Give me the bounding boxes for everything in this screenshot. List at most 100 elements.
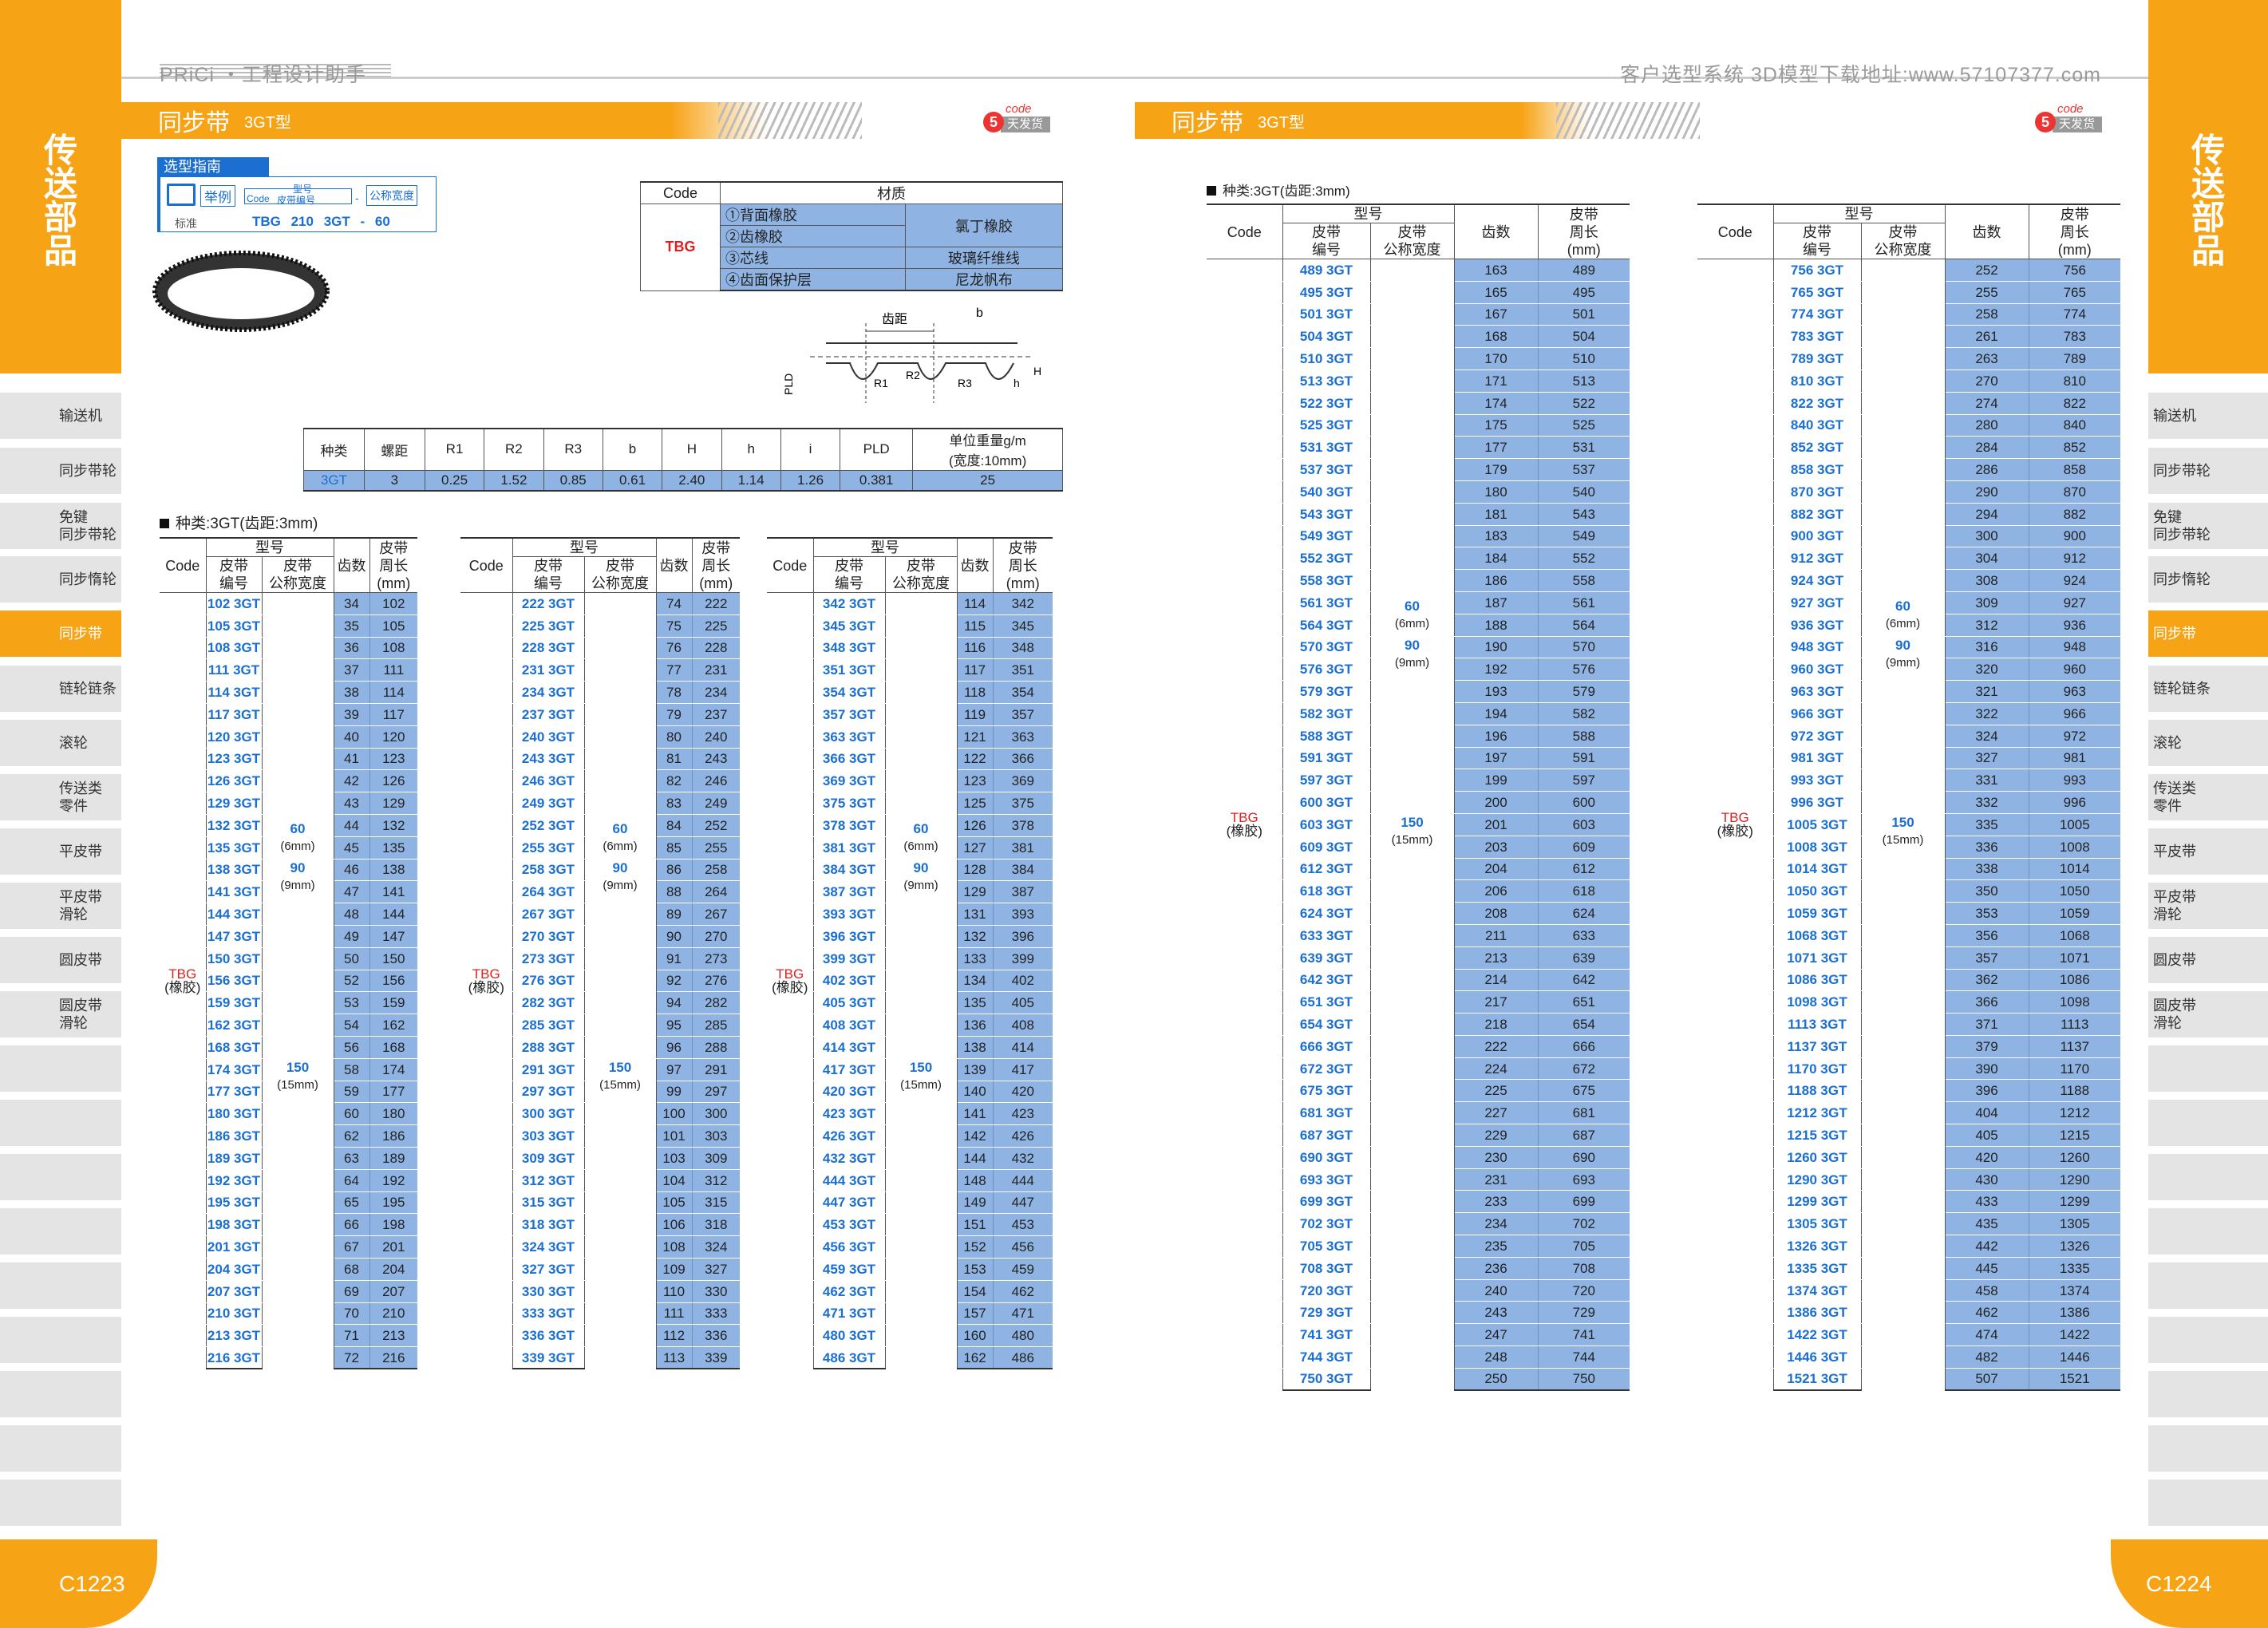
teeth-count: 180 <box>1453 480 1538 504</box>
sidebar-item-5-left[interactable]: 链轮链条 <box>0 666 121 712</box>
teeth-count: 270 <box>1944 369 2029 393</box>
teeth-count: 82 <box>655 769 692 793</box>
teeth-count: 54 <box>333 1014 369 1037</box>
material-table: Code 材质 TBG ①背面橡胶 氯丁橡胶 ②齿橡胶 ③芯线 玻璃纤维线 ④齿面保护层… <box>640 181 1064 291</box>
belt-length: 822 <box>2028 392 2120 415</box>
teeth-count: 114 <box>956 592 993 615</box>
teeth-count: 34 <box>333 592 369 615</box>
belt-length: 108 <box>369 637 417 660</box>
sidebar-item-7-right[interactable]: 传送类 零件 <box>2148 774 2268 820</box>
sidebar-item-3-right[interactable]: 同步惰轮 <box>2148 556 2268 603</box>
sidebar-blank-tab <box>0 1480 121 1526</box>
sidebar-item-11-left[interactable]: 圆皮带 滑轮 <box>0 991 121 1037</box>
sidebar-item-6-left[interactable]: 滚轮 <box>0 720 121 766</box>
teeth-count: 309 <box>1944 591 2029 614</box>
sidebar-item-8-right[interactable]: 平皮带 <box>2148 828 2268 875</box>
param-header: R2 <box>484 428 544 471</box>
belt-length: 216 <box>369 1346 417 1370</box>
table-row: 123 3GT 41 123 <box>160 748 417 771</box>
teeth-count: 214 <box>1453 969 1538 992</box>
belt-length: 1005 <box>2028 813 2120 836</box>
belt-number: 111 3GT <box>205 658 263 682</box>
table-row: 159 3GT 53 159 <box>160 991 417 1015</box>
belt-number: 612 3GT <box>1282 858 1371 881</box>
width-cell: 150 (15mm) <box>885 1058 958 1369</box>
belt-length: 417 <box>992 1058 1053 1081</box>
teeth-count: 168 <box>1453 325 1538 349</box>
belt-length: 1113 <box>2028 1013 2120 1036</box>
sidebar-item-4-right[interactable]: 同步带 <box>2148 610 2268 657</box>
belt-number: 561 3GT <box>1282 591 1371 614</box>
sidebar-item-2-right[interactable]: 免键 同步带轮 <box>2148 503 2268 549</box>
sidebar-item-6-right[interactable]: 滚轮 <box>2148 720 2268 766</box>
sidebar-item-1-left[interactable]: 同步带轮 <box>0 448 121 494</box>
table-row: 858 3GT 286 858 <box>1697 458 2120 481</box>
teeth-count: 148 <box>956 1169 993 1192</box>
table-row: 273 3GT 91 273 <box>460 947 740 970</box>
belt-length: 537 <box>1537 458 1630 481</box>
sidebar-item-0-left[interactable]: 输送机 <box>0 393 121 439</box>
table-row: 402 3GT 134 402 <box>767 970 1053 993</box>
teeth-count: 47 <box>333 880 369 904</box>
teeth-count: 204 <box>1453 858 1538 881</box>
sidebar-item-5-right[interactable]: 链轮链条 <box>2148 666 2268 712</box>
table-row: 591 3GT 197 591 <box>1207 747 1630 770</box>
belt-number: 789 3GT <box>1772 347 1862 370</box>
sidebar-item-10-right[interactable]: 圆皮带 <box>2148 937 2268 983</box>
belt-length: 750 <box>1537 1368 1630 1392</box>
teeth-count: 200 <box>1453 791 1538 814</box>
belt-number: 993 3GT <box>1772 769 1862 792</box>
table-row: 414 3GT 138 414 <box>767 1036 1053 1059</box>
belt-number: 900 3GT <box>1772 525 1862 548</box>
sidebar-item-7-left[interactable]: 传送类 零件 <box>0 774 121 820</box>
col-code: Code <box>1697 204 1774 259</box>
belt-length: 189 <box>369 1147 417 1170</box>
sidebar-item-4-left[interactable]: 同步带 <box>0 610 121 657</box>
teeth-count: 59 <box>333 1081 369 1104</box>
belt-number: 369 3GT <box>812 769 886 793</box>
table-row: 144 3GT 48 144 <box>160 903 417 926</box>
belt-number: 1068 3GT <box>1772 924 1862 947</box>
sidebar-item-3-left[interactable]: 同步惰轮 <box>0 556 121 603</box>
belt-number: 591 3GT <box>1282 747 1371 770</box>
sidebar-blank-tab <box>0 1262 121 1309</box>
sidebar-item-0-right[interactable]: 输送机 <box>2148 393 2268 439</box>
table-row: 249 3GT 83 249 <box>460 792 740 815</box>
belt-number: 504 3GT <box>1282 325 1371 349</box>
side-title-right: 传送部品 <box>2148 0 2268 373</box>
sidebar-item-11-right[interactable]: 圆皮带 滑轮 <box>2148 991 2268 1037</box>
belt-number: 375 3GT <box>812 792 886 815</box>
teeth-count: 217 <box>1453 990 1538 1014</box>
teeth-count: 482 <box>1944 1345 2029 1369</box>
sidebar-item-1-right[interactable]: 同步带轮 <box>2148 448 2268 494</box>
belt-number: 639 3GT <box>1282 946 1371 970</box>
belt-length: 126 <box>369 769 417 793</box>
belt-number: 114 3GT <box>205 681 263 704</box>
belt-number: 135 3GT <box>205 836 263 859</box>
belt-length: 213 <box>369 1324 417 1348</box>
belt-number: 255 3GT <box>512 836 585 859</box>
title-stripe-right <box>1556 102 1700 139</box>
sidebar-item-8-left[interactable]: 平皮带 <box>0 828 121 875</box>
teeth-count: 70 <box>333 1302 369 1326</box>
table-row: 270 3GT 90 270 <box>460 925 740 948</box>
belt-size-table-3: Code 型号 齿数 皮带 周长 (mm) 皮带 编号 皮带 公称宽度 TBG (橡胶) 342… <box>767 537 1053 1370</box>
table-row: 228 3GT 76 228 <box>460 637 740 660</box>
belt-length: 1386 <box>2028 1301 2120 1325</box>
teeth-count: 46 <box>333 859 369 882</box>
belt-length: 159 <box>369 991 417 1015</box>
belt-length: 489 <box>1537 259 1630 282</box>
sidebar-item-10-left[interactable]: 圆皮带 <box>0 937 121 983</box>
belt-length: 336 <box>691 1324 740 1348</box>
belt-length: 330 <box>691 1280 740 1303</box>
sidebar-item-9-right[interactable]: 平皮带 滑轮 <box>2148 883 2268 929</box>
teeth-count: 48 <box>333 903 369 926</box>
sidebar-item-9-left[interactable]: 平皮带 滑轮 <box>0 883 121 929</box>
col-type: 型号 <box>812 537 958 557</box>
sidebar-item-2-left[interactable]: 免键 同步带轮 <box>0 503 121 549</box>
teeth-count: 433 <box>1944 1190 2029 1214</box>
teeth-count: 142 <box>956 1124 993 1148</box>
belt-number: 162 3GT <box>205 1014 263 1037</box>
belt-number: 513 3GT <box>1282 369 1371 393</box>
teeth-count: 58 <box>333 1058 369 1081</box>
